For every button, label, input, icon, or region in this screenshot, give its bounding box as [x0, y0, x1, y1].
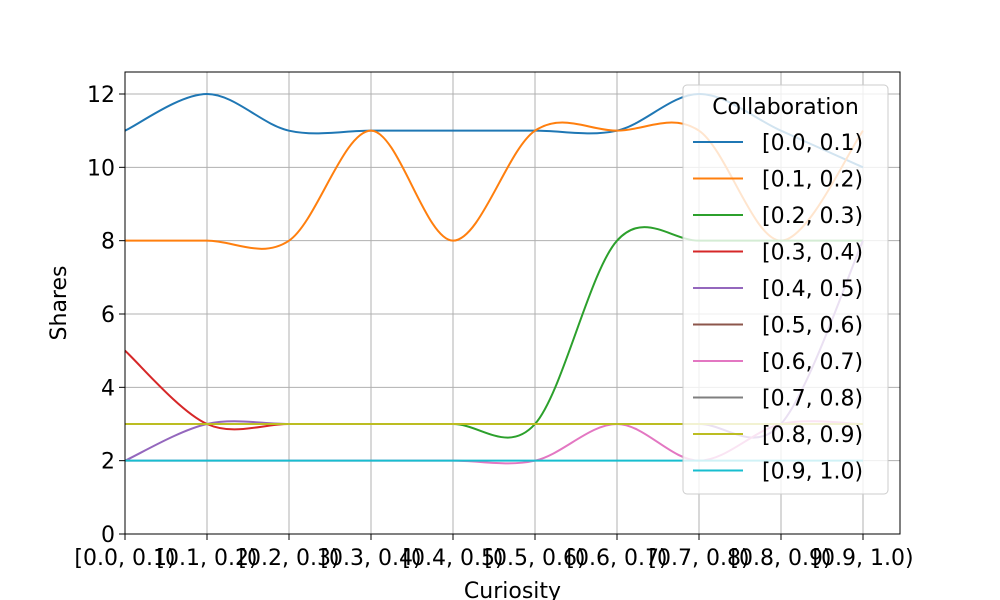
legend-label: [0.2, 0.3): [762, 204, 863, 229]
y-tick-label: 2: [101, 450, 115, 475]
legend: Collaboration [0.0, 0.1) [0.1, 0.2) [0.2, …: [682, 84, 889, 495]
legend-box: [682, 84, 889, 495]
x-tick-label: [0.8, 0.9): [730, 546, 831, 571]
legend-label: [0.1, 0.2): [762, 168, 863, 193]
y-tick-label: 6: [101, 303, 115, 328]
x-tick-label: [0.0, 0.1): [74, 546, 175, 571]
x-axis-title: Curiosity: [464, 579, 561, 600]
x-axis: [0.0, 0.1)[0.1, 0.2)[0.2, 0.3)[0.3, 0.4)…: [74, 534, 914, 571]
legend-label: [0.3, 0.4): [762, 241, 863, 266]
x-tick-label: [0.9, 1.0): [812, 546, 913, 571]
plot-frame: [124, 71, 901, 535]
y-tick-label: 0: [101, 523, 115, 548]
legend-label: [0.4, 0.5): [762, 277, 863, 302]
y-tick-label: 8: [101, 230, 115, 255]
x-tick-label: [0.4, 0.5): [402, 546, 503, 571]
x-tick-label: [0.3, 0.4): [320, 546, 421, 571]
legend-label: [0.5, 0.6): [762, 314, 863, 339]
x-tick-label: [0.6, 0.7): [566, 546, 667, 571]
legend-label: [0.7, 0.8): [762, 387, 863, 412]
legend-items: [0.0, 0.1) [0.1, 0.2) [0.2, 0.3) [0.3, 0.4)…: [693, 131, 863, 485]
legend-label: [0.9, 1.0): [762, 460, 863, 485]
legend-label: [0.0, 0.1): [762, 131, 863, 156]
y-tick-label: 10: [87, 156, 115, 181]
y-tick-label: 12: [87, 83, 115, 108]
y-axis: 0 2 4 6 8 10 12: [87, 83, 125, 548]
x-tick-label: [0.7, 0.8): [648, 546, 749, 571]
legend-label: [0.6, 0.7): [762, 350, 863, 375]
x-tick-label: [0.1, 0.2): [156, 546, 257, 571]
y-axis-title: Shares: [47, 266, 72, 341]
legend-label: [0.8, 0.9): [762, 423, 863, 448]
legend-title: Collaboration: [712, 95, 859, 120]
x-tick-label: [0.5, 0.6): [484, 546, 585, 571]
x-tick-label: [0.2, 0.3): [238, 546, 339, 571]
y-tick-label: 4: [101, 376, 115, 401]
